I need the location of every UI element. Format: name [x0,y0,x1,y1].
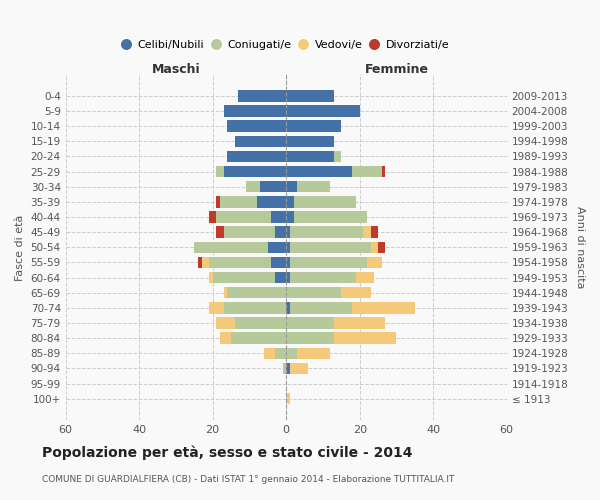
Bar [220,332,231,344]
Bar [286,393,290,404]
Text: COMUNE DI GUARDIALFIERA (CB) - Dati ISTAT 1° gennaio 2014 - Elaborazione TUTTITA: COMUNE DI GUARDIALFIERA (CB) - Dati ISTA… [42,476,454,484]
Bar [382,166,385,177]
Bar [286,226,290,238]
Bar [217,166,224,177]
Bar [290,226,364,238]
Bar [224,287,227,298]
Bar [286,242,290,253]
Bar [286,302,290,314]
Bar [212,272,275,283]
Y-axis label: Fasce di età: Fasce di età [15,214,25,280]
Bar [271,212,286,222]
Bar [334,151,341,162]
Bar [286,181,297,192]
Bar [334,332,397,344]
Bar [286,363,290,374]
Bar [356,272,374,283]
Bar [378,242,385,253]
Bar [227,120,286,132]
Bar [352,166,382,177]
Bar [290,242,371,253]
Bar [297,181,331,192]
Bar [293,212,367,222]
Bar [286,318,334,328]
Bar [352,302,415,314]
Bar [286,272,290,283]
Bar [224,226,275,238]
Y-axis label: Anni di nascita: Anni di nascita [575,206,585,288]
Bar [290,257,367,268]
Bar [286,196,293,207]
Legend: Celibi/Nubili, Coniugati/e, Vedovi/e, Divorziati/e: Celibi/Nubili, Coniugati/e, Vedovi/e, Di… [118,35,454,55]
Bar [286,212,293,222]
Bar [260,181,286,192]
Bar [286,136,334,147]
Bar [227,287,286,298]
Bar [224,302,286,314]
Bar [286,151,334,162]
Bar [268,242,286,253]
Bar [286,257,290,268]
Bar [224,166,286,177]
Bar [297,348,331,359]
Bar [286,106,360,117]
Bar [217,318,235,328]
Bar [275,348,286,359]
Bar [286,120,341,132]
Bar [224,106,286,117]
Bar [235,136,286,147]
Bar [227,151,286,162]
Bar [209,212,217,222]
Bar [220,196,257,207]
Text: Popolazione per età, sesso e stato civile - 2014: Popolazione per età, sesso e stato civil… [42,446,413,460]
Bar [231,332,286,344]
Bar [286,348,297,359]
Bar [371,226,378,238]
Bar [209,257,271,268]
Bar [209,302,224,314]
Bar [341,287,371,298]
Bar [271,257,286,268]
Bar [371,242,378,253]
Bar [364,226,371,238]
Text: Maschi: Maschi [152,63,200,76]
Bar [275,226,286,238]
Bar [217,226,224,238]
Bar [283,363,286,374]
Bar [209,272,212,283]
Bar [202,257,209,268]
Bar [290,363,308,374]
Bar [286,90,334,102]
Bar [235,318,286,328]
Bar [257,196,286,207]
Bar [246,181,260,192]
Bar [194,242,268,253]
Bar [290,272,356,283]
Bar [334,318,385,328]
Bar [290,302,352,314]
Bar [217,196,220,207]
Text: Femmine: Femmine [364,63,428,76]
Bar [198,257,202,268]
Bar [286,332,334,344]
Bar [275,272,286,283]
Bar [286,287,341,298]
Bar [367,257,382,268]
Bar [264,348,275,359]
Bar [238,90,286,102]
Bar [293,196,356,207]
Bar [286,166,352,177]
Bar [217,212,271,222]
